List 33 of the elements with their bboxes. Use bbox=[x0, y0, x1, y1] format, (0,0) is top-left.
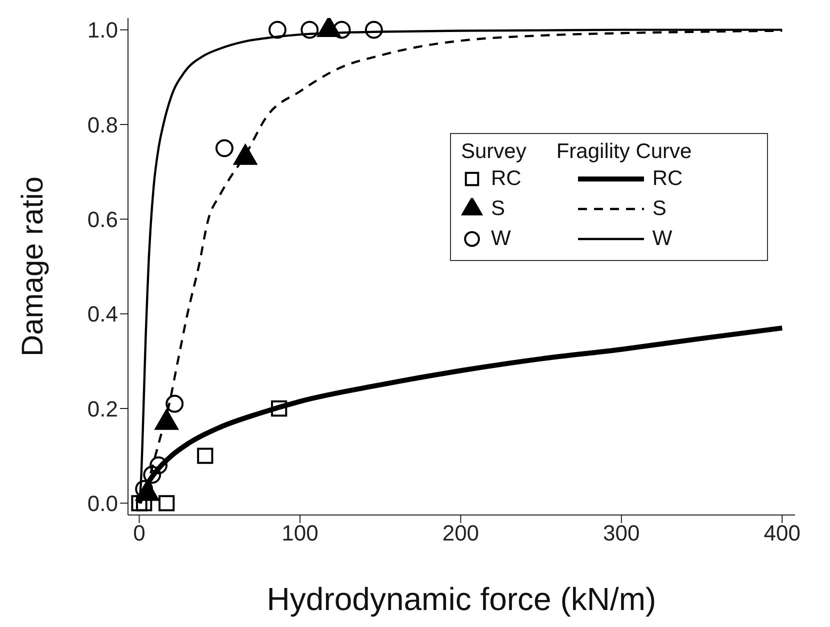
x-tick-label: 200 bbox=[442, 520, 480, 546]
point bbox=[131, 495, 148, 512]
legend-title: Survey bbox=[461, 140, 526, 164]
point bbox=[300, 20, 319, 39]
legend-label: RC bbox=[491, 167, 522, 191]
point bbox=[150, 456, 168, 474]
point bbox=[197, 448, 214, 464]
x-tick-label: 400 bbox=[764, 520, 800, 546]
legend-label: RC bbox=[652, 167, 683, 191]
y-tick-label: 1.0 bbox=[87, 18, 118, 43]
y-tick-label: 0.2 bbox=[87, 396, 118, 422]
y-tick-label: 0.4 bbox=[87, 302, 118, 327]
point bbox=[268, 20, 286, 39]
x-axis-title: Hydrodynamic force (kN/m) bbox=[266, 581, 656, 617]
legend-label: W bbox=[652, 227, 672, 251]
x-tick-label: 0 bbox=[133, 520, 146, 546]
point bbox=[215, 139, 234, 158]
legend-label: W bbox=[491, 227, 511, 251]
annotation: Fragility Curve bbox=[556, 140, 692, 164]
y-tick-label: 0.8 bbox=[87, 112, 118, 138]
y-tick-label: 0.6 bbox=[87, 206, 118, 232]
point bbox=[364, 20, 383, 39]
point bbox=[166, 394, 184, 413]
y-tick-label: 0.0 bbox=[87, 490, 118, 516]
legend-label: S bbox=[652, 197, 666, 221]
point bbox=[332, 20, 351, 39]
point bbox=[143, 466, 162, 484]
legend-label: S bbox=[491, 197, 506, 221]
point bbox=[271, 400, 288, 417]
y-axis-title: Damage ratio bbox=[16, 176, 50, 357]
point bbox=[158, 495, 175, 512]
x-tick-label: 100 bbox=[282, 520, 318, 546]
x-tick-label: 300 bbox=[603, 520, 640, 546]
